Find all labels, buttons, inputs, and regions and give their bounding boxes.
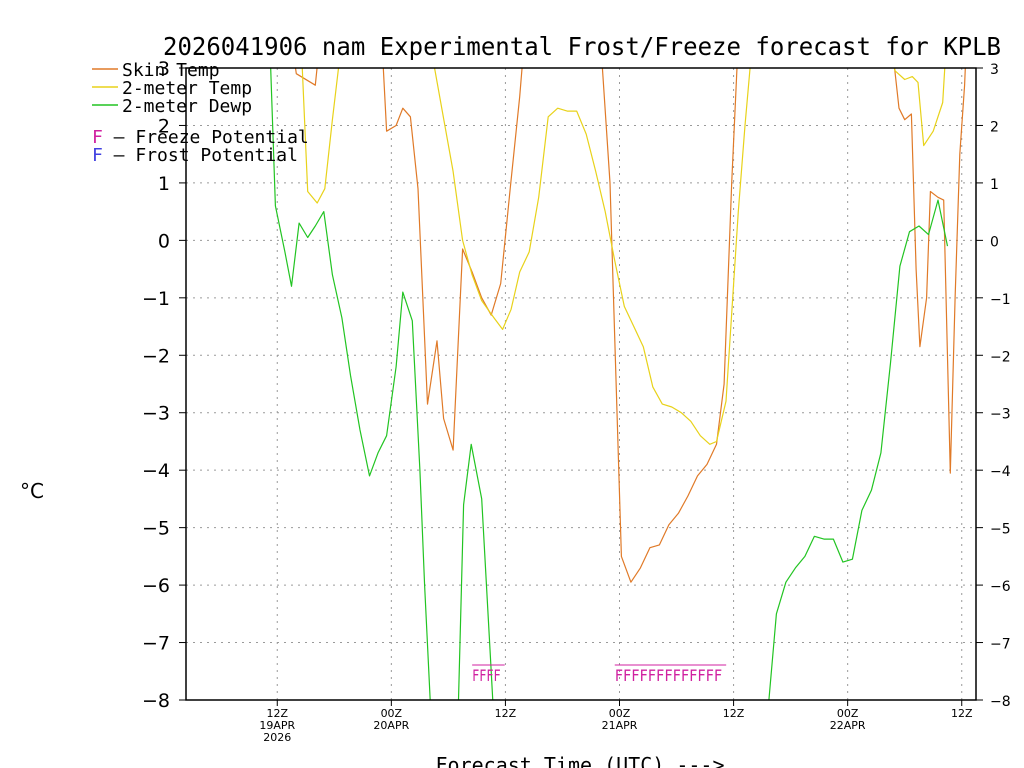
x-tick-label: 22APR	[830, 719, 866, 732]
chart-title: 2026041906 nam Experimental Frost/Freeze…	[163, 32, 1001, 61]
plot-frame	[185, 67, 977, 701]
series-line-2-meter-dewp	[270, 68, 949, 700]
x-tick-label: 12Z	[951, 707, 973, 720]
legend-note-text: – Frost Potential	[103, 145, 298, 166]
y-axis: 3 3 2 2 1 1 0 0 −1 −1 −2 −2 −3 −3 −4 −4 −5 −5 −6 −6 −7 −7 −8 −8	[142, 58, 1011, 712]
x-tick-label: 00Z	[837, 707, 859, 720]
freeze-marker-text: FFFFFFFFFFFFF	[615, 666, 722, 685]
y-tick-label-right: −6	[990, 579, 1011, 595]
y-tick-label-right: 2	[990, 119, 999, 135]
x-tick-label: 2026	[263, 731, 291, 744]
y-axis-label: °C	[20, 479, 44, 503]
x-tick-label: 20APR	[373, 719, 409, 732]
legend-note-letter: F	[92, 145, 103, 166]
freeze-marker-group: FFFFFFFFFFFFF	[614, 664, 727, 685]
y-tick-label-left: −4	[142, 460, 170, 482]
x-tick-label: 00Z	[381, 707, 403, 720]
y-tick-label-right: −8	[990, 694, 1011, 710]
y-tick-label-right: −3	[990, 407, 1011, 423]
series-group	[270, 68, 966, 700]
y-tick-label-right: −4	[990, 464, 1011, 480]
y-tick-label-left: −2	[142, 345, 170, 367]
x-tick-label: 12Z	[723, 707, 745, 720]
y-tick-label-right: −1	[990, 292, 1011, 308]
x-tick-label: 12Z	[266, 707, 288, 720]
x-tick-label: 12Z	[495, 707, 517, 720]
y-tick-label-right: 0	[990, 234, 999, 250]
grid	[186, 68, 976, 700]
y-tick-label-left: −5	[142, 518, 170, 540]
freeze-marker-text: FFFF	[472, 666, 501, 685]
y-tick-label-right: 3	[990, 62, 999, 78]
legend-note: F – Frost Potential	[92, 145, 298, 166]
x-axis-label: Forecast Time (UTC) --->	[436, 753, 725, 768]
y-tick-label-right: 1	[990, 177, 999, 193]
y-tick-label-left: 0	[158, 230, 170, 252]
y-tick-label-left: −8	[142, 690, 170, 712]
y-tick-label-left: −1	[142, 288, 170, 310]
y-tick-label-right: −2	[990, 349, 1011, 365]
legend-note-letter: F	[92, 127, 103, 148]
x-tick-label: 21APR	[602, 719, 638, 732]
legend-label: Skin Temp	[122, 60, 220, 81]
legend-label: 2-meter Temp	[122, 78, 252, 99]
y-tick-label-left: 2	[158, 115, 170, 137]
freeze-marker-group: FFFF	[472, 664, 505, 685]
y-tick-label-left: −7	[142, 633, 170, 655]
series-line-skin-temp	[294, 68, 966, 583]
y-tick-label-right: −5	[990, 522, 1011, 538]
y-tick-label-left: −3	[142, 403, 170, 425]
series-line-2-meter-temp	[301, 68, 946, 445]
y-tick-label-left: −6	[142, 575, 170, 597]
legend-label: 2-meter Dewp	[122, 96, 252, 117]
legend-note-text: – Freeze Potential	[103, 127, 309, 148]
x-tick-label: 00Z	[609, 707, 631, 720]
y-tick-label-left: 1	[158, 173, 170, 195]
y-tick-label-right: −7	[990, 637, 1011, 653]
x-tick-label: 19APR	[259, 719, 295, 732]
legend-note: F – Freeze Potential	[92, 127, 309, 148]
y-tick-label-left: 3	[158, 58, 170, 80]
